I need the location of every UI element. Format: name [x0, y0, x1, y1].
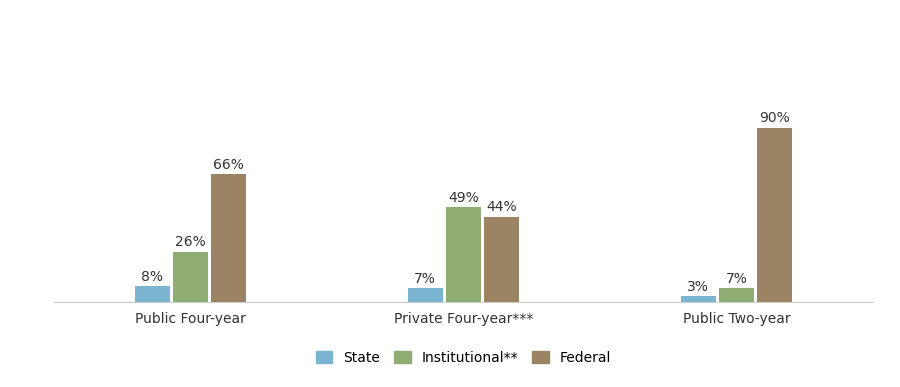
Text: 44%: 44%: [486, 200, 517, 214]
Text: 26%: 26%: [176, 235, 206, 249]
Bar: [211, 174, 247, 302]
Bar: [408, 288, 443, 302]
Text: 90%: 90%: [760, 111, 790, 125]
Bar: [757, 128, 793, 302]
Bar: [680, 296, 716, 302]
Text: 66%: 66%: [213, 158, 244, 172]
Text: 3%: 3%: [688, 280, 709, 294]
Bar: [134, 286, 170, 302]
Bar: [719, 288, 754, 302]
Bar: [173, 252, 208, 302]
Legend: State, Institutional**, Federal: State, Institutional**, Federal: [309, 344, 618, 372]
Text: 7%: 7%: [725, 272, 747, 286]
Bar: [446, 207, 482, 302]
Bar: [484, 217, 519, 302]
Text: 49%: 49%: [448, 191, 479, 205]
Text: 8%: 8%: [141, 270, 163, 284]
Text: 7%: 7%: [414, 272, 436, 286]
